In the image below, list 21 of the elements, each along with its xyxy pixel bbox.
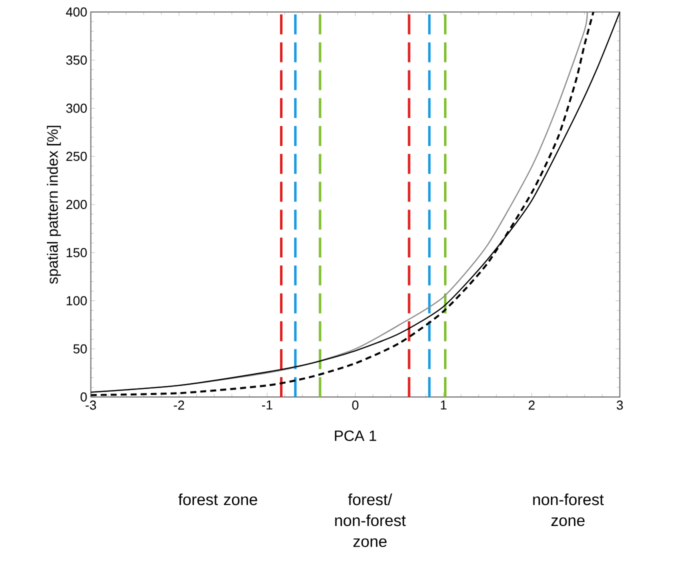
text: forest zone (178, 494, 258, 506)
x-axis-title: PCA 1 (334, 430, 376, 442)
y-tick-label: 100 (66, 296, 87, 306)
y-axis-title: spatial pattern index [%] (46, 126, 61, 284)
y-tick-label: 50 (73, 344, 87, 354)
y-tick-label: 350 (66, 56, 87, 65)
x-tick-label: -3 (86, 400, 96, 410)
y-tick-label: 150 (66, 248, 87, 258)
x-tick-label: 1 (440, 400, 446, 410)
text: non-forest zone (533, 494, 604, 526)
x-tick-label: 0 (352, 400, 358, 410)
x-tick-label: -1 (262, 400, 272, 410)
y-tick-label: 300 (66, 104, 87, 113)
y-tick-label: 0 (80, 392, 87, 402)
y-tick-label: 200 (66, 200, 87, 210)
x-tick-label: 2 (528, 400, 535, 410)
y-tick-label: 250 (66, 152, 87, 161)
x-tick-label: -2 (174, 400, 184, 410)
text: forest/ non-forest zone (335, 494, 406, 548)
y-tick-label: 400 (66, 7, 87, 17)
x-tick-label: 3 (616, 400, 623, 410)
